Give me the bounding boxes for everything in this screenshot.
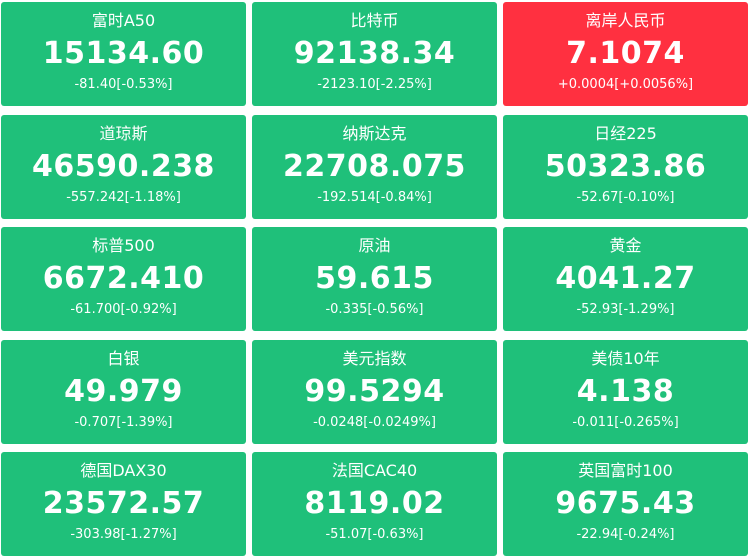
quote-name: 德国DAX30 (80, 461, 167, 480)
quote-name: 日经225 (594, 124, 657, 143)
quote-change: -52.93[-1.29%] (576, 302, 675, 317)
quote-tile-sp-500[interactable]: 标普500 6672.410 -61.700[-0.92%] (1, 227, 246, 331)
quote-tile-ftse-a50[interactable]: 富时A50 15134.60 -81.40[-0.53%] (1, 2, 246, 106)
quote-price: 4041.27 (555, 261, 696, 296)
quote-change: -303.98[-1.27%] (70, 527, 177, 542)
quote-change: -81.40[-0.53%] (74, 77, 173, 92)
quote-name: 美债10年 (591, 349, 660, 368)
quote-price: 9675.43 (555, 486, 696, 521)
quote-price: 50323.86 (544, 149, 707, 184)
quote-name: 标普500 (92, 236, 155, 255)
quote-tile-crude-oil[interactable]: 原油 59.615 -0.335[-0.56%] (252, 227, 497, 331)
quote-change: -0.335[-0.56%] (325, 302, 424, 317)
quote-tile-ftse-100[interactable]: 英国富时100 9675.43 -22.94[-0.24%] (503, 452, 748, 556)
quote-tile-dollar-index[interactable]: 美元指数 99.5294 -0.0248[-0.0249%] (252, 340, 497, 444)
quote-name: 纳斯达克 (342, 124, 407, 143)
quote-price: 92138.34 (293, 36, 456, 71)
quote-name: 英国富时100 (578, 461, 673, 480)
quote-tile-cac-40[interactable]: 法国CAC40 8119.02 -51.07[-0.63%] (252, 452, 497, 556)
quote-name: 美元指数 (342, 349, 407, 368)
quote-change: -51.07[-0.63%] (325, 527, 424, 542)
quote-name: 黄金 (609, 236, 642, 255)
quote-price: 6672.410 (42, 261, 205, 296)
quote-change: -0.707[-1.39%] (74, 415, 173, 430)
quote-change: -0.011[-0.265%] (572, 415, 679, 430)
quote-name: 道琼斯 (99, 124, 148, 143)
quote-change: -61.700[-0.92%] (70, 302, 177, 317)
quote-price: 49.979 (64, 374, 183, 409)
quote-tile-nikkei-225[interactable]: 日经225 50323.86 -52.67[-0.10%] (503, 115, 748, 219)
quote-price: 8119.02 (304, 486, 445, 521)
quote-change: -22.94[-0.24%] (576, 527, 675, 542)
quote-price: 15134.60 (42, 36, 205, 71)
quote-price: 7.1074 (566, 36, 685, 71)
quote-change: +0.0004[+0.0056%] (557, 77, 694, 92)
quote-change: -0.0248[-0.0249%] (313, 415, 436, 430)
quote-price: 22708.075 (283, 149, 466, 184)
quote-name: 比特币 (350, 11, 399, 30)
quote-tile-dax-30[interactable]: 德国DAX30 23572.57 -303.98[-1.27%] (1, 452, 246, 556)
quote-price: 23572.57 (42, 486, 205, 521)
quote-tile-us-10y-treasury[interactable]: 美债10年 4.138 -0.011[-0.265%] (503, 340, 748, 444)
quote-price: 99.5294 (304, 374, 445, 409)
quote-change: -52.67[-0.10%] (576, 190, 675, 205)
quote-change: -2123.10[-2.25%] (317, 77, 432, 92)
quote-tile-nasdaq[interactable]: 纳斯达克 22708.075 -192.514[-0.84%] (252, 115, 497, 219)
quote-name: 法国CAC40 (331, 461, 418, 480)
quote-change: -192.514[-0.84%] (317, 190, 432, 205)
quote-change: -557.242[-1.18%] (66, 190, 181, 205)
quote-name: 白银 (107, 349, 140, 368)
quote-tile-silver[interactable]: 白银 49.979 -0.707[-1.39%] (1, 340, 246, 444)
quote-name: 离岸人民币 (585, 11, 666, 30)
quote-price: 59.615 (315, 261, 434, 296)
quote-name: 原油 (358, 236, 391, 255)
quote-name: 富时A50 (91, 11, 156, 30)
quote-price: 4.138 (576, 374, 675, 409)
quote-price: 46590.238 (32, 149, 215, 184)
quote-tile-gold[interactable]: 黄金 4041.27 -52.93[-1.29%] (503, 227, 748, 331)
quote-tile-offshore-rmb[interactable]: 离岸人民币 7.1074 +0.0004[+0.0056%] (503, 2, 748, 106)
quote-tile-dow-jones[interactable]: 道琼斯 46590.238 -557.242[-1.18%] (1, 115, 246, 219)
quote-tile-bitcoin[interactable]: 比特币 92138.34 -2123.10[-2.25%] (252, 2, 497, 106)
